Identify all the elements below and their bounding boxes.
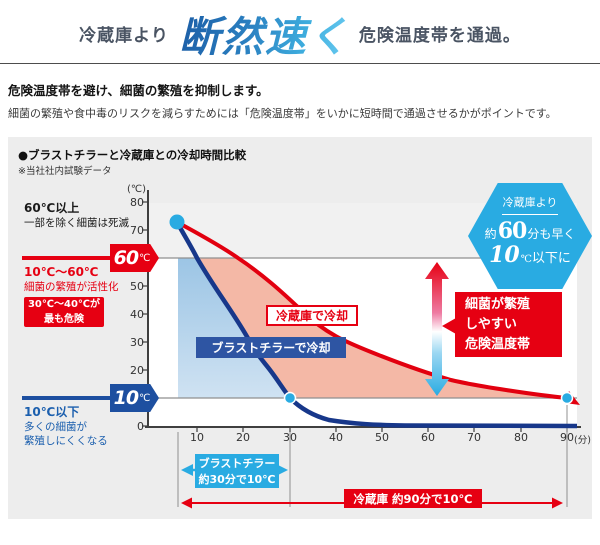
badge-60c: 60 ℃: [110, 244, 159, 272]
badge-60c-value: 60: [113, 247, 139, 269]
danger-zone-callout: 細菌が繁殖 しやすい 危険温度帯: [455, 292, 562, 357]
chiller-duration-label: ブラストチラー 約30分で10℃: [195, 454, 279, 488]
x-tick-70: 70: [467, 431, 481, 444]
zone-below10-title: 10℃以下: [24, 405, 80, 419]
chiller-30min-dot: [283, 391, 297, 405]
chart-panel-note: ※当社社内試験データ: [18, 166, 112, 177]
hexagon-line2-suffix: 分も早く: [527, 227, 576, 241]
fridge-duration-label: 冷蔵庫 約90分で10℃: [344, 489, 482, 508]
zone-below10: 10℃以下 多くの細菌が 繁殖しにくくなる: [24, 404, 108, 449]
x-tick-10: 10: [190, 431, 204, 444]
y-tick-30: 30: [130, 336, 144, 349]
zone-above60-title: 60℃以上: [24, 201, 80, 215]
hexagon-line2-prefix: 約: [484, 227, 497, 241]
fridge-90min-dot: [560, 391, 574, 405]
page-title: 冷蔵庫より 断然速く 危険温度帯を通過。: [0, 4, 600, 62]
x-tick-50: 50: [375, 431, 389, 444]
x-tick-80: 80: [514, 431, 528, 444]
intro-heading: 危険温度帯を避け、細菌の繁殖を抑制します。: [8, 83, 269, 98]
y-tick-40: 40: [130, 308, 144, 321]
hexagon-divider: [502, 214, 558, 215]
x-tick-20: 20: [236, 431, 250, 444]
danger-callout-line-3: 危険温度帯: [465, 337, 531, 352]
danger-callout-tail: [442, 318, 456, 334]
x-tick-90: 90: [560, 431, 574, 444]
y-tick-70: 70: [130, 224, 144, 237]
danger-zone-arrow: [425, 262, 449, 396]
chiller-curve: [175, 220, 578, 429]
y-tick-20: 20: [130, 364, 144, 377]
y-tick-0: 0: [137, 420, 144, 433]
badge-10c-value: 10: [113, 387, 139, 409]
zone-below10-desc-1: 多くの細菌が: [24, 421, 87, 434]
x-tick-60: 60: [421, 431, 435, 444]
zone-between-title: 10℃〜60℃: [24, 265, 99, 279]
line-60c: [22, 256, 112, 260]
line-10c: [22, 396, 112, 400]
y-axis-unit: (℃): [127, 184, 147, 195]
title-divider: [0, 63, 600, 64]
x-tick-40: 40: [329, 431, 343, 444]
fridge-cooling-area: [197, 258, 567, 398]
y-tick-50: 50: [130, 280, 144, 293]
warning-line-1: 30℃〜40℃が: [27, 299, 101, 310]
danger-callout-line-1: 細菌が繁殖: [465, 297, 531, 312]
hexagon-line3-unit: ℃: [520, 254, 532, 265]
zone-below10-desc-2: 繁殖しにくくなる: [24, 435, 108, 448]
title-highlight: 断然速く: [179, 3, 351, 63]
hexagon-line-1: 冷蔵庫より: [502, 196, 558, 209]
title-prefix: 冷蔵庫より: [79, 25, 169, 46]
danger-callout-line-2: しやすい: [465, 317, 517, 332]
most-dangerous-warning: 30℃〜40℃が 最も危険: [24, 297, 104, 327]
chiller-curve-label: ブラストチラーで冷却: [196, 337, 346, 358]
chart-panel-title: ●ブラストチラーと冷蔵庫との冷却時間比較: [18, 148, 247, 162]
chiller-duration-line-2: 約30分で10℃: [198, 473, 276, 486]
badge-60c-unit: ℃: [139, 252, 151, 264]
fridge-curve-label: 冷蔵庫で冷却: [266, 305, 358, 326]
time-saving-hexagon-badge: 冷蔵庫より 約 60 分も早く 10 ℃ 以下に: [468, 183, 592, 289]
x-axis-unit: (分): [574, 435, 591, 446]
guide-lines: [177, 405, 568, 507]
zone-between: 10℃〜60℃ 細菌の繁殖が活性化: [24, 264, 119, 294]
y-tick-80: 80: [130, 196, 144, 209]
hexagon-line3-suffix: 以下に: [531, 251, 571, 266]
hexagon-line-2: 約 60 分も早く: [485, 218, 576, 244]
start-point-dot: [169, 214, 185, 230]
hexagon-line-3: 10 ℃ 以下に: [489, 242, 571, 268]
chiller-duration-line-1: ブラストチラー: [198, 457, 276, 470]
x-tick-30: 30: [283, 431, 297, 444]
badge-10c-unit: ℃: [139, 392, 151, 404]
intro-body: 細菌の繁殖や食中毒のリスクを減らすためには「危険温度帯」をいかに短時間で通過させ…: [8, 107, 557, 120]
title-suffix: 危険温度帯を通過。: [358, 25, 521, 46]
hexagon-line2-value: 60: [497, 218, 528, 244]
badge-10c: 10 ℃: [110, 384, 159, 412]
hexagon-line3-value: 10: [489, 242, 520, 268]
zone-between-desc: 細菌の繁殖が活性化: [24, 281, 119, 294]
zone-above60: 60℃以上 一部を除く細菌は死滅: [24, 200, 129, 230]
warning-line-2: 最も危険: [44, 314, 84, 325]
zone-above60-desc: 一部を除く細菌は死滅: [24, 217, 129, 230]
